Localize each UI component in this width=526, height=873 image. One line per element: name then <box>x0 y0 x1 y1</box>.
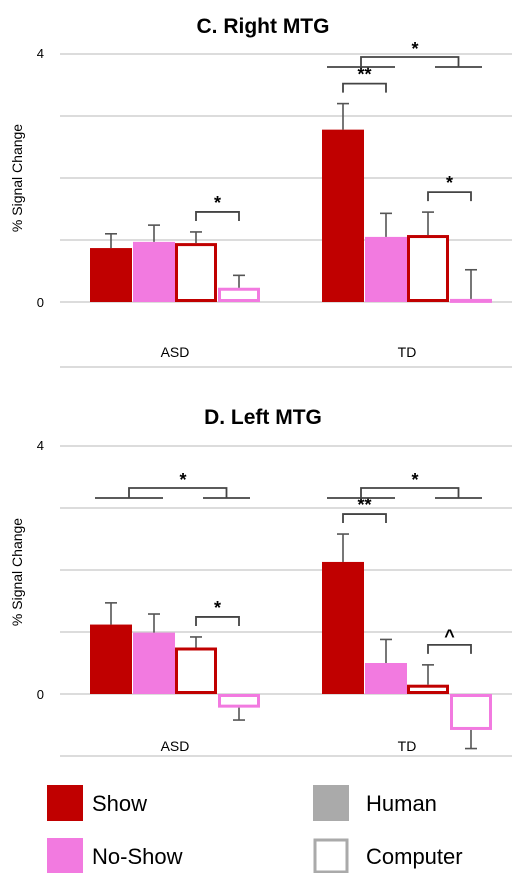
legend-label-no-show: No-Show <box>92 844 183 869</box>
significance-bracket <box>195 616 240 626</box>
legend-label-human: Human <box>366 791 437 816</box>
legend-swatch-show <box>47 785 83 821</box>
significance-label: * <box>411 470 418 490</box>
significance-bracket <box>427 643 472 654</box>
y-tick-label: 4 <box>37 438 44 453</box>
gridlines <box>60 445 512 757</box>
bar <box>133 241 175 302</box>
bar <box>218 287 260 302</box>
panel-title: C. Right MTG <box>197 15 330 38</box>
bar <box>175 243 217 303</box>
bars <box>90 533 492 750</box>
category-label: TD <box>398 344 417 360</box>
category-label: ASD <box>161 738 190 754</box>
bar <box>407 235 449 302</box>
significance-bracket <box>427 191 472 202</box>
legend-label-show: Show <box>92 791 147 816</box>
significance-markers: ***** <box>195 39 482 221</box>
bar <box>175 647 217 694</box>
significance-bracket <box>195 211 240 221</box>
legend-swatch-human <box>313 785 349 821</box>
legend-swatch-no-show <box>47 838 83 873</box>
significance-bracket <box>327 487 482 499</box>
legend: Show No-Show Human Computer <box>47 785 463 873</box>
panel-title: D. Left MTG <box>204 406 322 429</box>
bar <box>322 561 364 694</box>
panel-right-mtg: C. Right MTG 4 0 % Signal Change ASD TD … <box>9 15 512 368</box>
y-tick-label: 4 <box>37 46 44 61</box>
bar <box>133 632 175 694</box>
significance-label: * <box>179 470 186 490</box>
significance-label: * <box>411 39 418 59</box>
y-axis-label: % Signal Change <box>9 124 25 232</box>
y-axis-label: % Signal Change <box>9 518 25 626</box>
bar <box>407 684 449 695</box>
significance-bracket <box>95 487 250 499</box>
significance-label: ^ <box>444 626 455 646</box>
significance-label: * <box>446 173 453 193</box>
bar <box>218 694 260 708</box>
y-tick-label: 0 <box>37 687 44 702</box>
bar <box>90 624 132 694</box>
bar <box>450 694 492 730</box>
significance-bracket <box>342 513 387 524</box>
gridlines <box>60 53 512 368</box>
panel-left-mtg: D. Left MTG 4 0 % Signal Change ASD TD *… <box>9 406 512 757</box>
significance-bracket <box>327 56 482 68</box>
category-label: ASD <box>161 344 190 360</box>
bar <box>365 663 407 694</box>
y-tick-label: 0 <box>37 295 44 310</box>
category-label: TD <box>398 738 417 754</box>
significance-label: * <box>214 193 221 213</box>
legend-swatch-computer <box>313 838 349 873</box>
bar <box>90 248 132 302</box>
bars <box>90 102 492 303</box>
bar <box>365 236 407 302</box>
significance-bracket <box>342 82 387 93</box>
significance-label: ** <box>357 65 371 85</box>
bar <box>322 129 364 302</box>
significance-label: ** <box>357 495 371 515</box>
significance-markers: ****^* <box>95 470 482 654</box>
bar <box>450 298 492 303</box>
significance-label: * <box>214 598 221 618</box>
legend-label-computer: Computer <box>366 844 463 869</box>
